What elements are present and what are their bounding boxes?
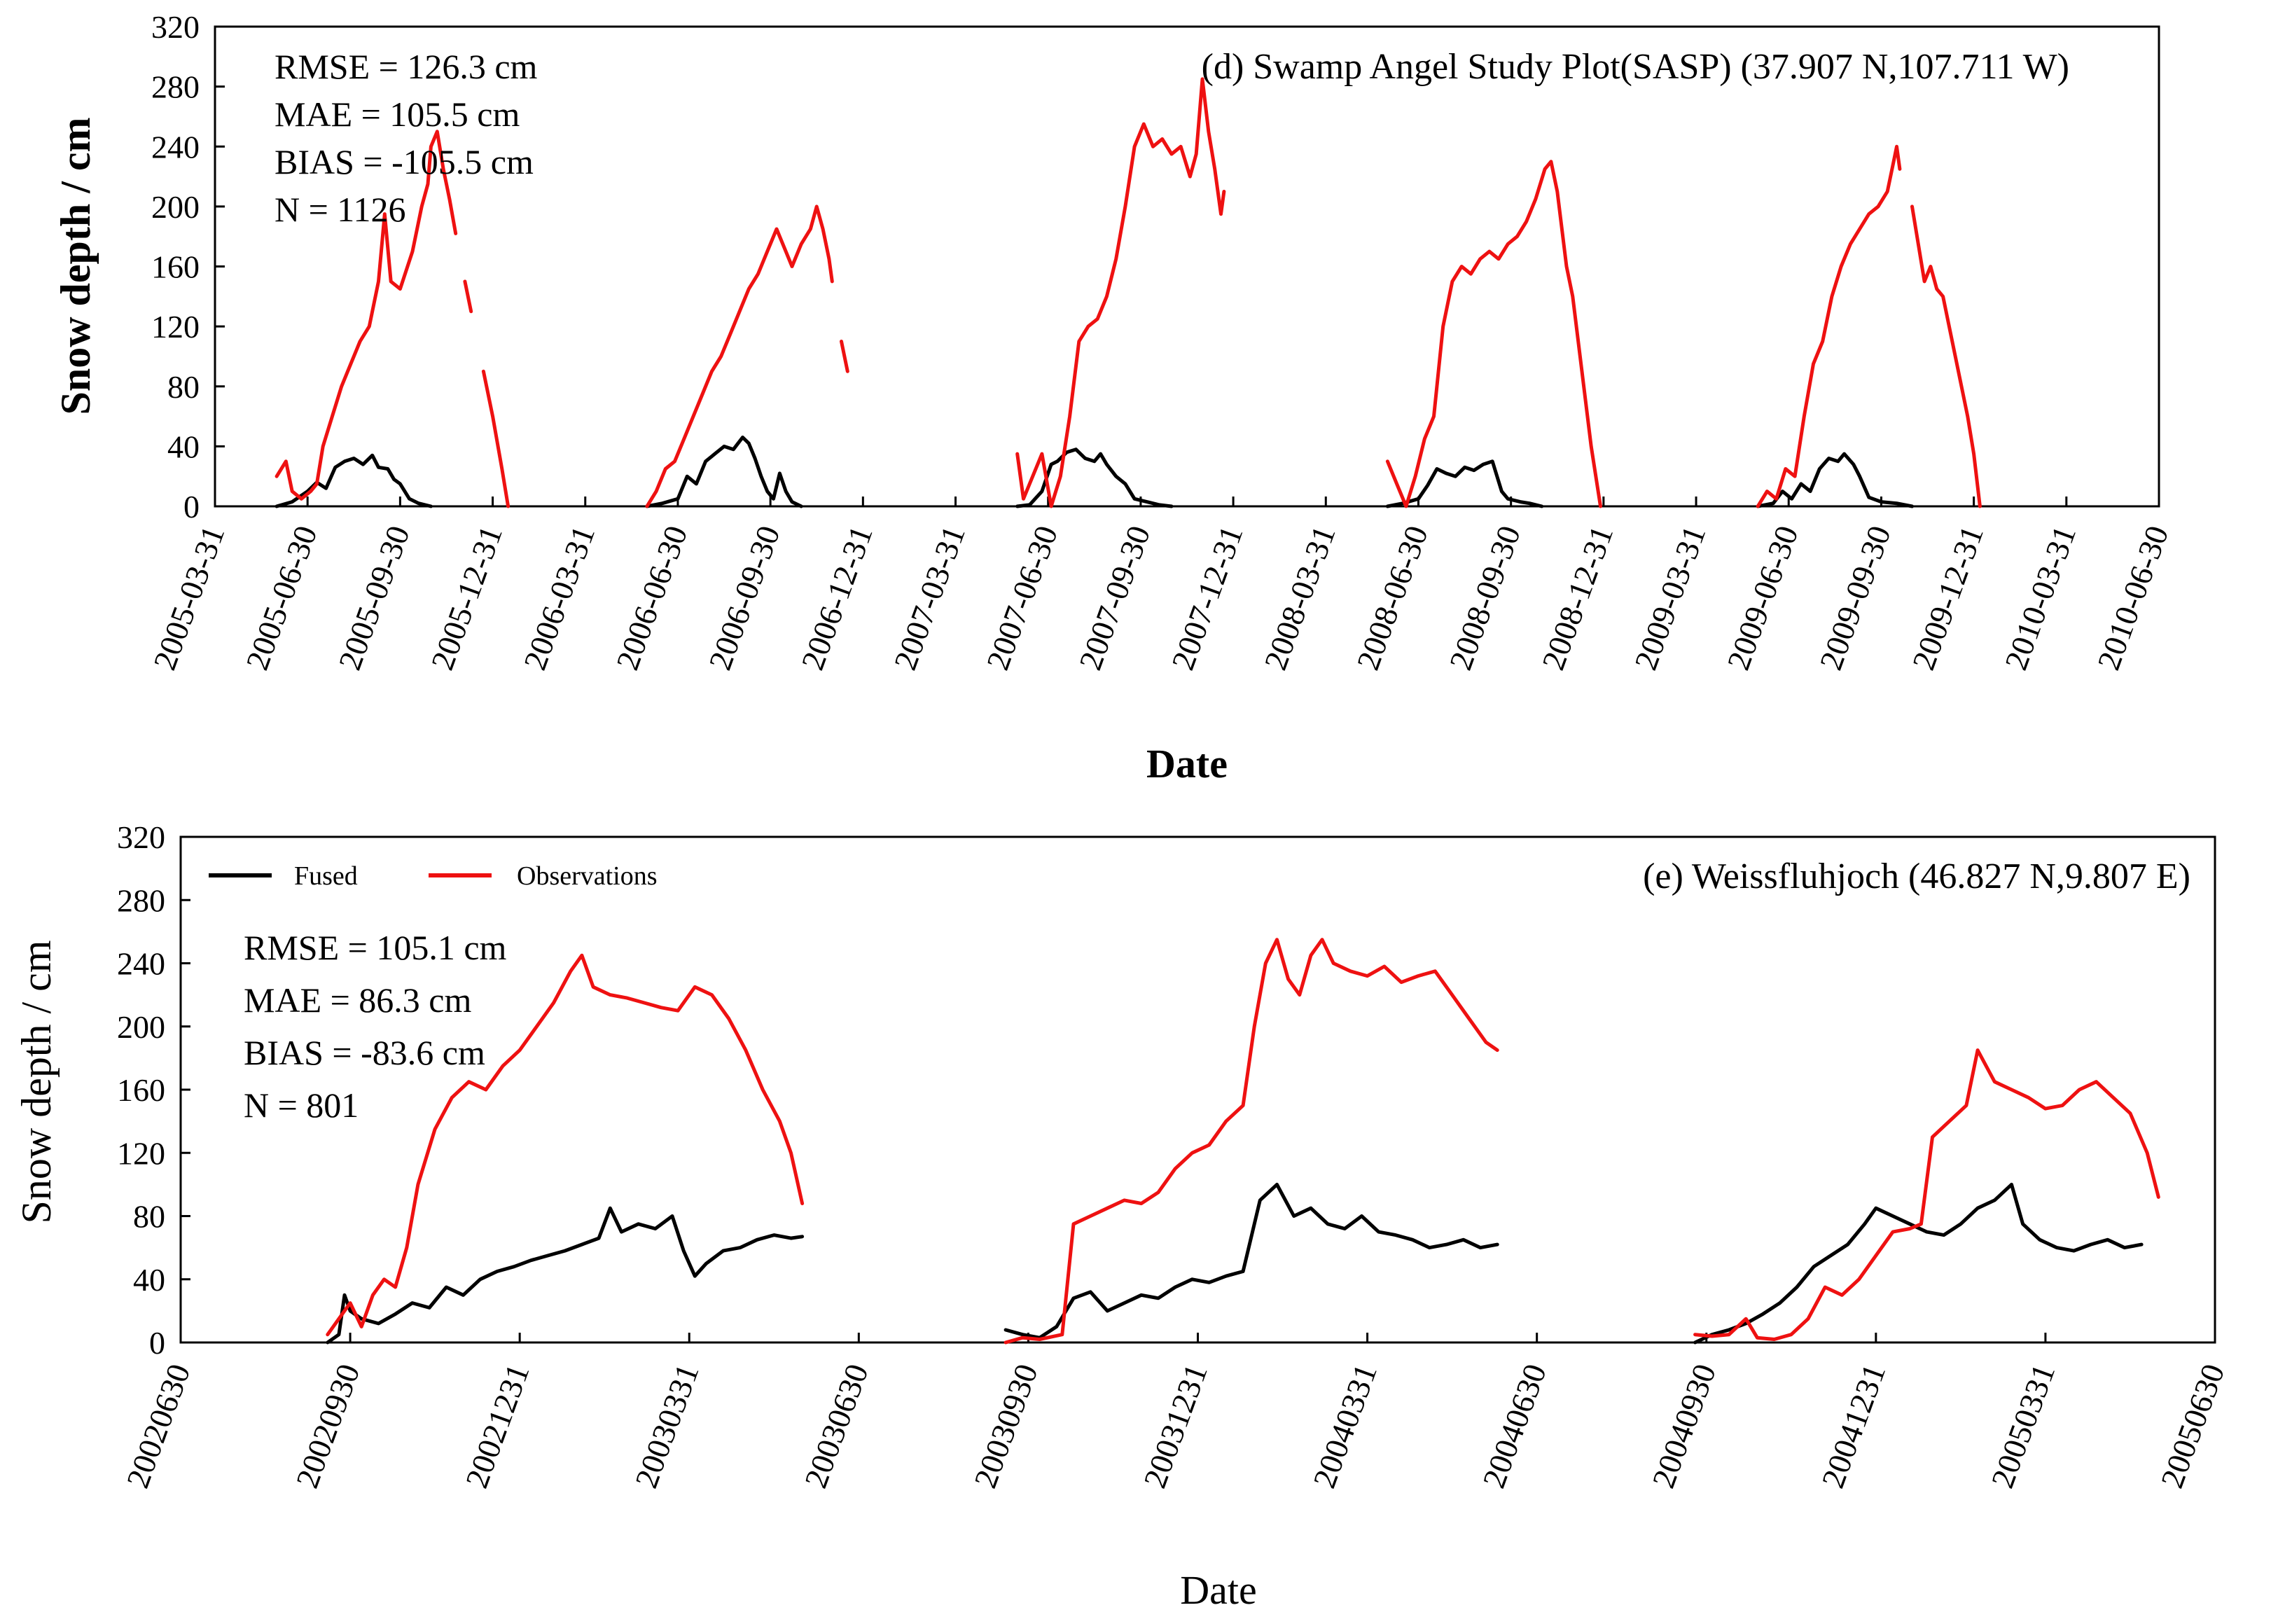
x-tick-label: 20031231 <box>1137 1359 1214 1492</box>
x-tick-label: 2008-12-31 <box>1535 521 1620 674</box>
x-tick-label: 2006-12-31 <box>794 521 879 674</box>
legend-label-observations: Observations <box>517 861 658 891</box>
x-tick-label: 2009-09-30 <box>1812 521 1897 674</box>
series-line-observations <box>1910 204 1982 508</box>
x-tick-label: 2009-12-31 <box>1905 521 1990 674</box>
y-tick-label: 280 <box>151 69 200 105</box>
x-tick-label: 2008-09-30 <box>1443 521 1527 674</box>
x-tick-label: 2007-09-30 <box>1072 521 1157 674</box>
stat-bias-e: BIAS = -83.6 cm <box>244 1033 485 1072</box>
chart-title-e: (e) Weissfluhjoch (46.827 N,9.807 E) <box>1643 856 2190 896</box>
y-tick-label: 0 <box>149 1325 165 1361</box>
x-tick-label: 20040930 <box>1645 1359 1723 1492</box>
x-tick-label: 20040331 <box>1306 1359 1384 1492</box>
series-line-fused <box>1015 447 1174 508</box>
series-line-fused <box>1385 459 1544 508</box>
x-tick-label: 20040630 <box>1475 1359 1553 1492</box>
stat-rmse-e: RMSE = 105.1 cm <box>244 928 507 967</box>
series-line-observations <box>326 953 805 1337</box>
x-tick-label: 2006-06-30 <box>609 521 694 674</box>
x-tick-label: 2009-03-31 <box>1627 521 1712 674</box>
series-line-observations <box>1015 77 1226 508</box>
series-line-fused <box>645 436 803 508</box>
y-tick-label: 120 <box>151 309 200 345</box>
y-tick-label: 160 <box>117 1072 165 1108</box>
y-tick-label: 120 <box>117 1135 165 1171</box>
y-tick-label: 320 <box>151 9 200 45</box>
x-tick-label: 2006-09-30 <box>702 521 786 674</box>
stat-rmse-d: RMSE = 126.3 cm <box>275 47 538 86</box>
x-tick-label: 2006-03-31 <box>517 521 602 674</box>
y-tick-label: 0 <box>183 489 200 525</box>
legend: Fused Observations <box>209 861 658 891</box>
series-line-observations <box>463 279 473 314</box>
x-axis-label-e: Date <box>1180 1567 1257 1613</box>
x-tick-label: 2008-03-31 <box>1257 521 1342 674</box>
stat-n-d: N = 1126 <box>275 190 405 229</box>
series-line-fused <box>1756 452 1914 508</box>
y-tick-label: 240 <box>117 946 165 982</box>
y-tick-label: 200 <box>117 1009 165 1045</box>
x-tick-label: 20020930 <box>289 1359 367 1492</box>
y-tick-label: 280 <box>117 882 165 918</box>
x-tick-label: 20041231 <box>1814 1359 1892 1492</box>
y-axis-label-e: Snow depth / cm <box>13 941 60 1224</box>
y-tick-label: 160 <box>151 249 200 285</box>
y-tick-label: 240 <box>151 129 200 165</box>
y-axis-e: 0 40 80 120 160 200 240 280 320 <box>117 819 190 1361</box>
y-tick-label: 40 <box>133 1262 165 1298</box>
chart-title-d: (d) Swamp Angel Study Plot(SASP) (37.907… <box>1202 47 2069 87</box>
x-tick-label: 2010-03-31 <box>1998 521 2083 674</box>
series-line-observations <box>481 369 511 508</box>
stat-bias-d: BIAS = -105.5 cm <box>275 142 534 181</box>
x-tick-label: 20030630 <box>798 1359 875 1492</box>
x-tick-label: 2008-06-30 <box>1350 521 1435 674</box>
series-line-fused <box>326 1206 805 1345</box>
y-tick-label: 80 <box>167 369 200 405</box>
stat-mae-d: MAE = 105.5 cm <box>275 95 520 134</box>
series-line-observations <box>1385 160 1602 508</box>
series-line-observations <box>1693 1048 2160 1341</box>
x-tick-label: 2005-03-31 <box>146 521 231 674</box>
series-line-observations <box>275 130 458 501</box>
x-tick-label: 2007-06-30 <box>980 521 1064 674</box>
y-axis-label-d: Snow depth / cm <box>53 117 99 415</box>
y-tick-label: 200 <box>151 189 200 225</box>
x-tick-label: 2005-06-30 <box>239 521 324 674</box>
series-line-fused <box>1693 1182 2144 1345</box>
x-axis-d: 2005-03-31 2005-06-30 2005-09-30 2005-12-31… <box>146 497 2175 674</box>
panel-e: 0 40 80 120 160 200 240 280 320 20020630 20020930… <box>13 819 2231 1613</box>
series-line-observations <box>1003 938 1499 1345</box>
x-tick-label: 2005-09-30 <box>331 521 416 674</box>
x-axis-label-d: Date <box>1146 741 1228 786</box>
y-tick-label: 40 <box>167 429 200 464</box>
series-line-observations <box>645 204 834 508</box>
y-axis-d: 0 40 80 120 160 200 240 280 320 <box>151 9 225 525</box>
x-tick-label: 20050331 <box>1984 1359 2062 1492</box>
x-tick-label: 2009-06-30 <box>1720 521 1805 674</box>
x-tick-label: 20020630 <box>120 1359 197 1492</box>
x-tick-label: 20030331 <box>628 1359 706 1492</box>
series-line-fused <box>1003 1182 1499 1340</box>
x-tick-label: 20030930 <box>967 1359 1045 1492</box>
stat-mae-e: MAE = 86.3 cm <box>244 980 471 1020</box>
series-line-observations <box>840 340 849 373</box>
legend-label-fused: Fused <box>294 861 358 891</box>
stat-n-e: N = 801 <box>244 1085 359 1125</box>
series-e <box>326 938 2160 1345</box>
x-tick-label: 2010-06-30 <box>2090 521 2175 674</box>
x-tick-label: 2007-03-31 <box>887 521 972 674</box>
x-tick-label: 2007-12-31 <box>1165 521 1249 674</box>
series-d <box>275 77 1982 508</box>
x-axis-e: 20020630 20020930 20021231 20030331 20030630… <box>120 1333 2232 1492</box>
x-tick-label: 20021231 <box>459 1359 536 1492</box>
x-tick-label: 2005-12-31 <box>424 521 509 674</box>
x-tick-label: 20050630 <box>2154 1359 2232 1492</box>
series-line-observations <box>1756 144 1902 508</box>
y-tick-label: 320 <box>117 819 165 855</box>
y-tick-label: 80 <box>133 1199 165 1235</box>
